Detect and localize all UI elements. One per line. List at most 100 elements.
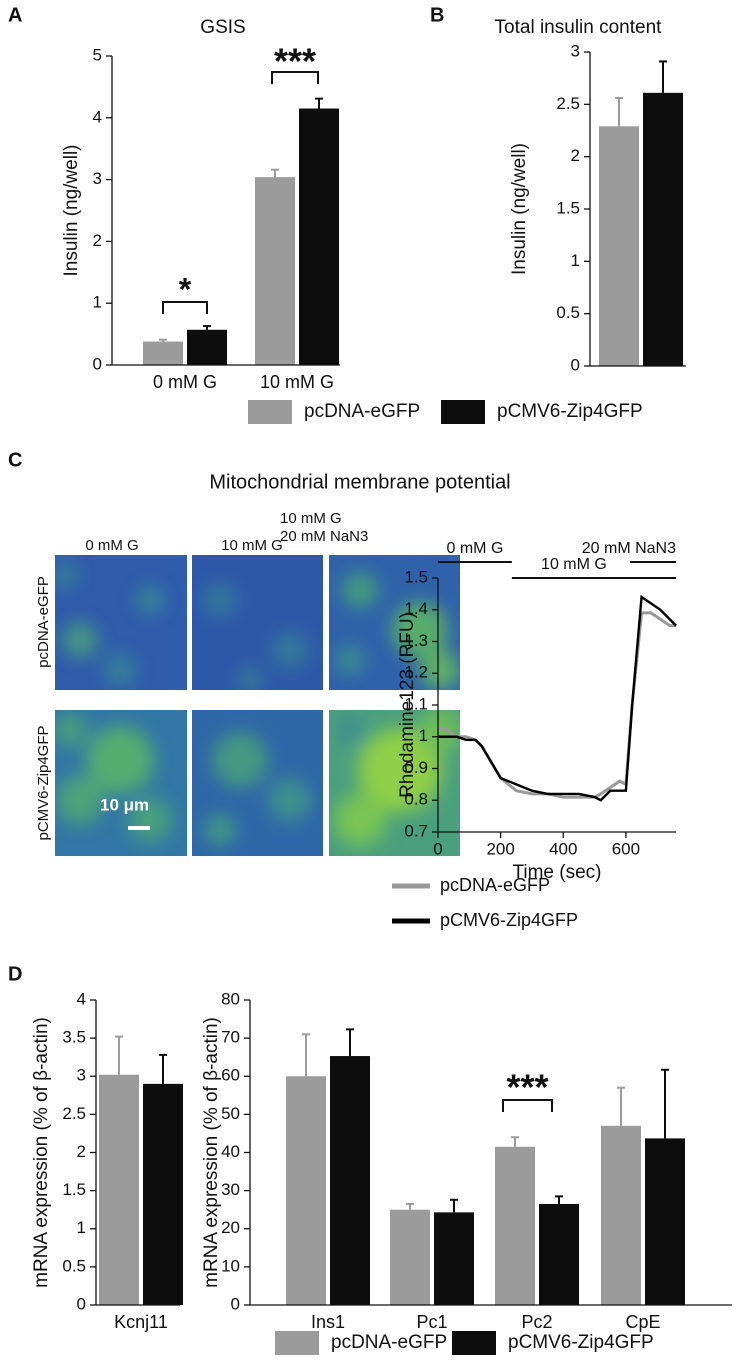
legend-label: pCMV6-Zip4GFP bbox=[508, 1332, 654, 1353]
line-series bbox=[438, 594, 677, 802]
bar bbox=[143, 341, 183, 365]
bar bbox=[643, 92, 683, 366]
row-label: pcDNA-eGFP bbox=[35, 576, 52, 668]
y-tick-label: 40 bbox=[221, 1142, 240, 1161]
y-tick-label: 5 bbox=[93, 45, 102, 64]
x-tick-label: Kcnj11 bbox=[114, 1312, 168, 1332]
micrograph bbox=[55, 555, 187, 690]
x-tick-label: 200 bbox=[486, 839, 514, 858]
x-tick-label: 0 mM G bbox=[153, 372, 217, 392]
significance-label: * bbox=[179, 271, 192, 307]
significance-bracket bbox=[271, 71, 319, 84]
legend-label: pcDNA-eGFP bbox=[440, 875, 550, 895]
y-tick-label: 0.7 bbox=[404, 821, 428, 840]
legend-swatch bbox=[441, 400, 485, 424]
phase-label: 10 mM G bbox=[541, 556, 607, 573]
y-tick-label: 2.5 bbox=[62, 1104, 86, 1123]
legend-swatch bbox=[248, 400, 292, 424]
y-tick-label: 80 bbox=[221, 989, 240, 1008]
bar bbox=[286, 1076, 326, 1305]
bar bbox=[187, 329, 227, 365]
significance-bracket bbox=[502, 1099, 553, 1112]
column-label: 20 mM NaN3 bbox=[280, 528, 368, 545]
y-tick-label: 2 bbox=[77, 1142, 86, 1161]
y-tick-label: 4 bbox=[77, 989, 86, 1008]
y-tick-label: 0.5 bbox=[62, 1256, 86, 1275]
phase-label: 20 mM NaN3 bbox=[582, 540, 676, 557]
panel-title: Mitochondrial membrane potential bbox=[209, 471, 510, 493]
panel-label: B bbox=[430, 4, 444, 26]
y-tick-label: 3 bbox=[571, 41, 580, 60]
x-tick-label: 600 bbox=[612, 839, 640, 858]
y-tick-label: 0.8 bbox=[404, 790, 428, 809]
y-tick-label: 1 bbox=[571, 251, 580, 270]
x-tick-label: 10 mM G bbox=[260, 372, 334, 392]
chart-title: Total insulin content bbox=[495, 17, 663, 38]
column-label: 10 mM G bbox=[280, 510, 342, 527]
y-tick-label: 0 bbox=[231, 1294, 240, 1313]
y-tick-label: 1.5 bbox=[62, 1180, 86, 1199]
y-tick-label: 1.1 bbox=[404, 694, 428, 713]
bar bbox=[645, 1138, 685, 1305]
bar bbox=[495, 1146, 535, 1305]
x-tick-label: 0 bbox=[433, 839, 442, 858]
x-tick-label: CpE bbox=[625, 1312, 660, 1332]
significance-label: *** bbox=[506, 1067, 548, 1108]
bar bbox=[299, 108, 339, 365]
legend-swatch bbox=[275, 1331, 319, 1355]
y-tick-label: 2 bbox=[571, 146, 580, 165]
x-tick-label: Ins1 bbox=[311, 1312, 345, 1332]
legend-label: pcDNA-eGFP bbox=[304, 401, 420, 422]
y-tick-label: 0.9 bbox=[404, 758, 428, 777]
y-tick-label: 1 bbox=[419, 726, 428, 745]
micrograph bbox=[192, 710, 323, 856]
line-series bbox=[437, 611, 676, 799]
micrograph bbox=[329, 555, 460, 690]
micrographs bbox=[55, 555, 460, 856]
bar bbox=[390, 1209, 430, 1305]
micrograph bbox=[192, 555, 323, 690]
y-axis-label: mRNA expression (% of β-actin) bbox=[31, 1017, 52, 1288]
column-label: 0 mM G bbox=[85, 537, 138, 554]
row-label: pCMV6-Zip4GFP bbox=[35, 725, 52, 840]
y-tick-label: 2.5 bbox=[556, 94, 580, 113]
y-tick-label: 0 bbox=[77, 1294, 86, 1313]
y-tick-label: 3 bbox=[77, 1066, 86, 1085]
legend-label: pCMV6-Zip4GFP bbox=[440, 910, 578, 930]
chart-title: GSIS bbox=[200, 17, 245, 38]
y-tick-label: 3.5 bbox=[62, 1028, 86, 1047]
significance-bracket bbox=[162, 301, 208, 314]
panel-label: C bbox=[8, 449, 22, 471]
y-tick-label: 60 bbox=[221, 1066, 240, 1085]
y-tick-label: 1.2 bbox=[404, 663, 428, 682]
y-axis-label: Insulin (ng/well) bbox=[509, 143, 530, 275]
phase-label: 0 mM G bbox=[447, 540, 504, 557]
bar bbox=[539, 1203, 579, 1305]
y-tick-label: 4 bbox=[93, 107, 102, 126]
legend-label: pcDNA-eGFP bbox=[331, 1332, 447, 1353]
y-tick-label: 1.5 bbox=[404, 567, 428, 586]
bar bbox=[330, 1056, 370, 1305]
y-tick-label: 1 bbox=[77, 1218, 86, 1237]
micrograph bbox=[329, 710, 460, 856]
y-axis-label: Insulin (ng/well) bbox=[61, 145, 82, 277]
legend-swatch bbox=[452, 1331, 496, 1355]
micrograph bbox=[55, 710, 187, 856]
y-tick-label: 0.5 bbox=[556, 303, 580, 322]
y-tick-label: 0 bbox=[93, 354, 102, 373]
panel-label: A bbox=[8, 4, 22, 26]
y-tick-label: 1.3 bbox=[404, 631, 428, 650]
y-tick-label: 2 bbox=[93, 231, 102, 250]
x-axis-label: Time (sec) bbox=[512, 862, 601, 883]
y-tick-label: 10 bbox=[221, 1256, 240, 1275]
bar bbox=[434, 1212, 474, 1305]
y-tick-label: 3 bbox=[93, 169, 102, 188]
bar bbox=[143, 1083, 183, 1305]
bar bbox=[99, 1074, 139, 1305]
y-tick-label: 1.4 bbox=[404, 599, 428, 618]
y-tick-label: 1 bbox=[93, 293, 102, 312]
x-tick-label: 400 bbox=[549, 839, 577, 858]
significance-label: *** bbox=[274, 41, 316, 82]
y-tick-label: 20 bbox=[221, 1218, 240, 1237]
